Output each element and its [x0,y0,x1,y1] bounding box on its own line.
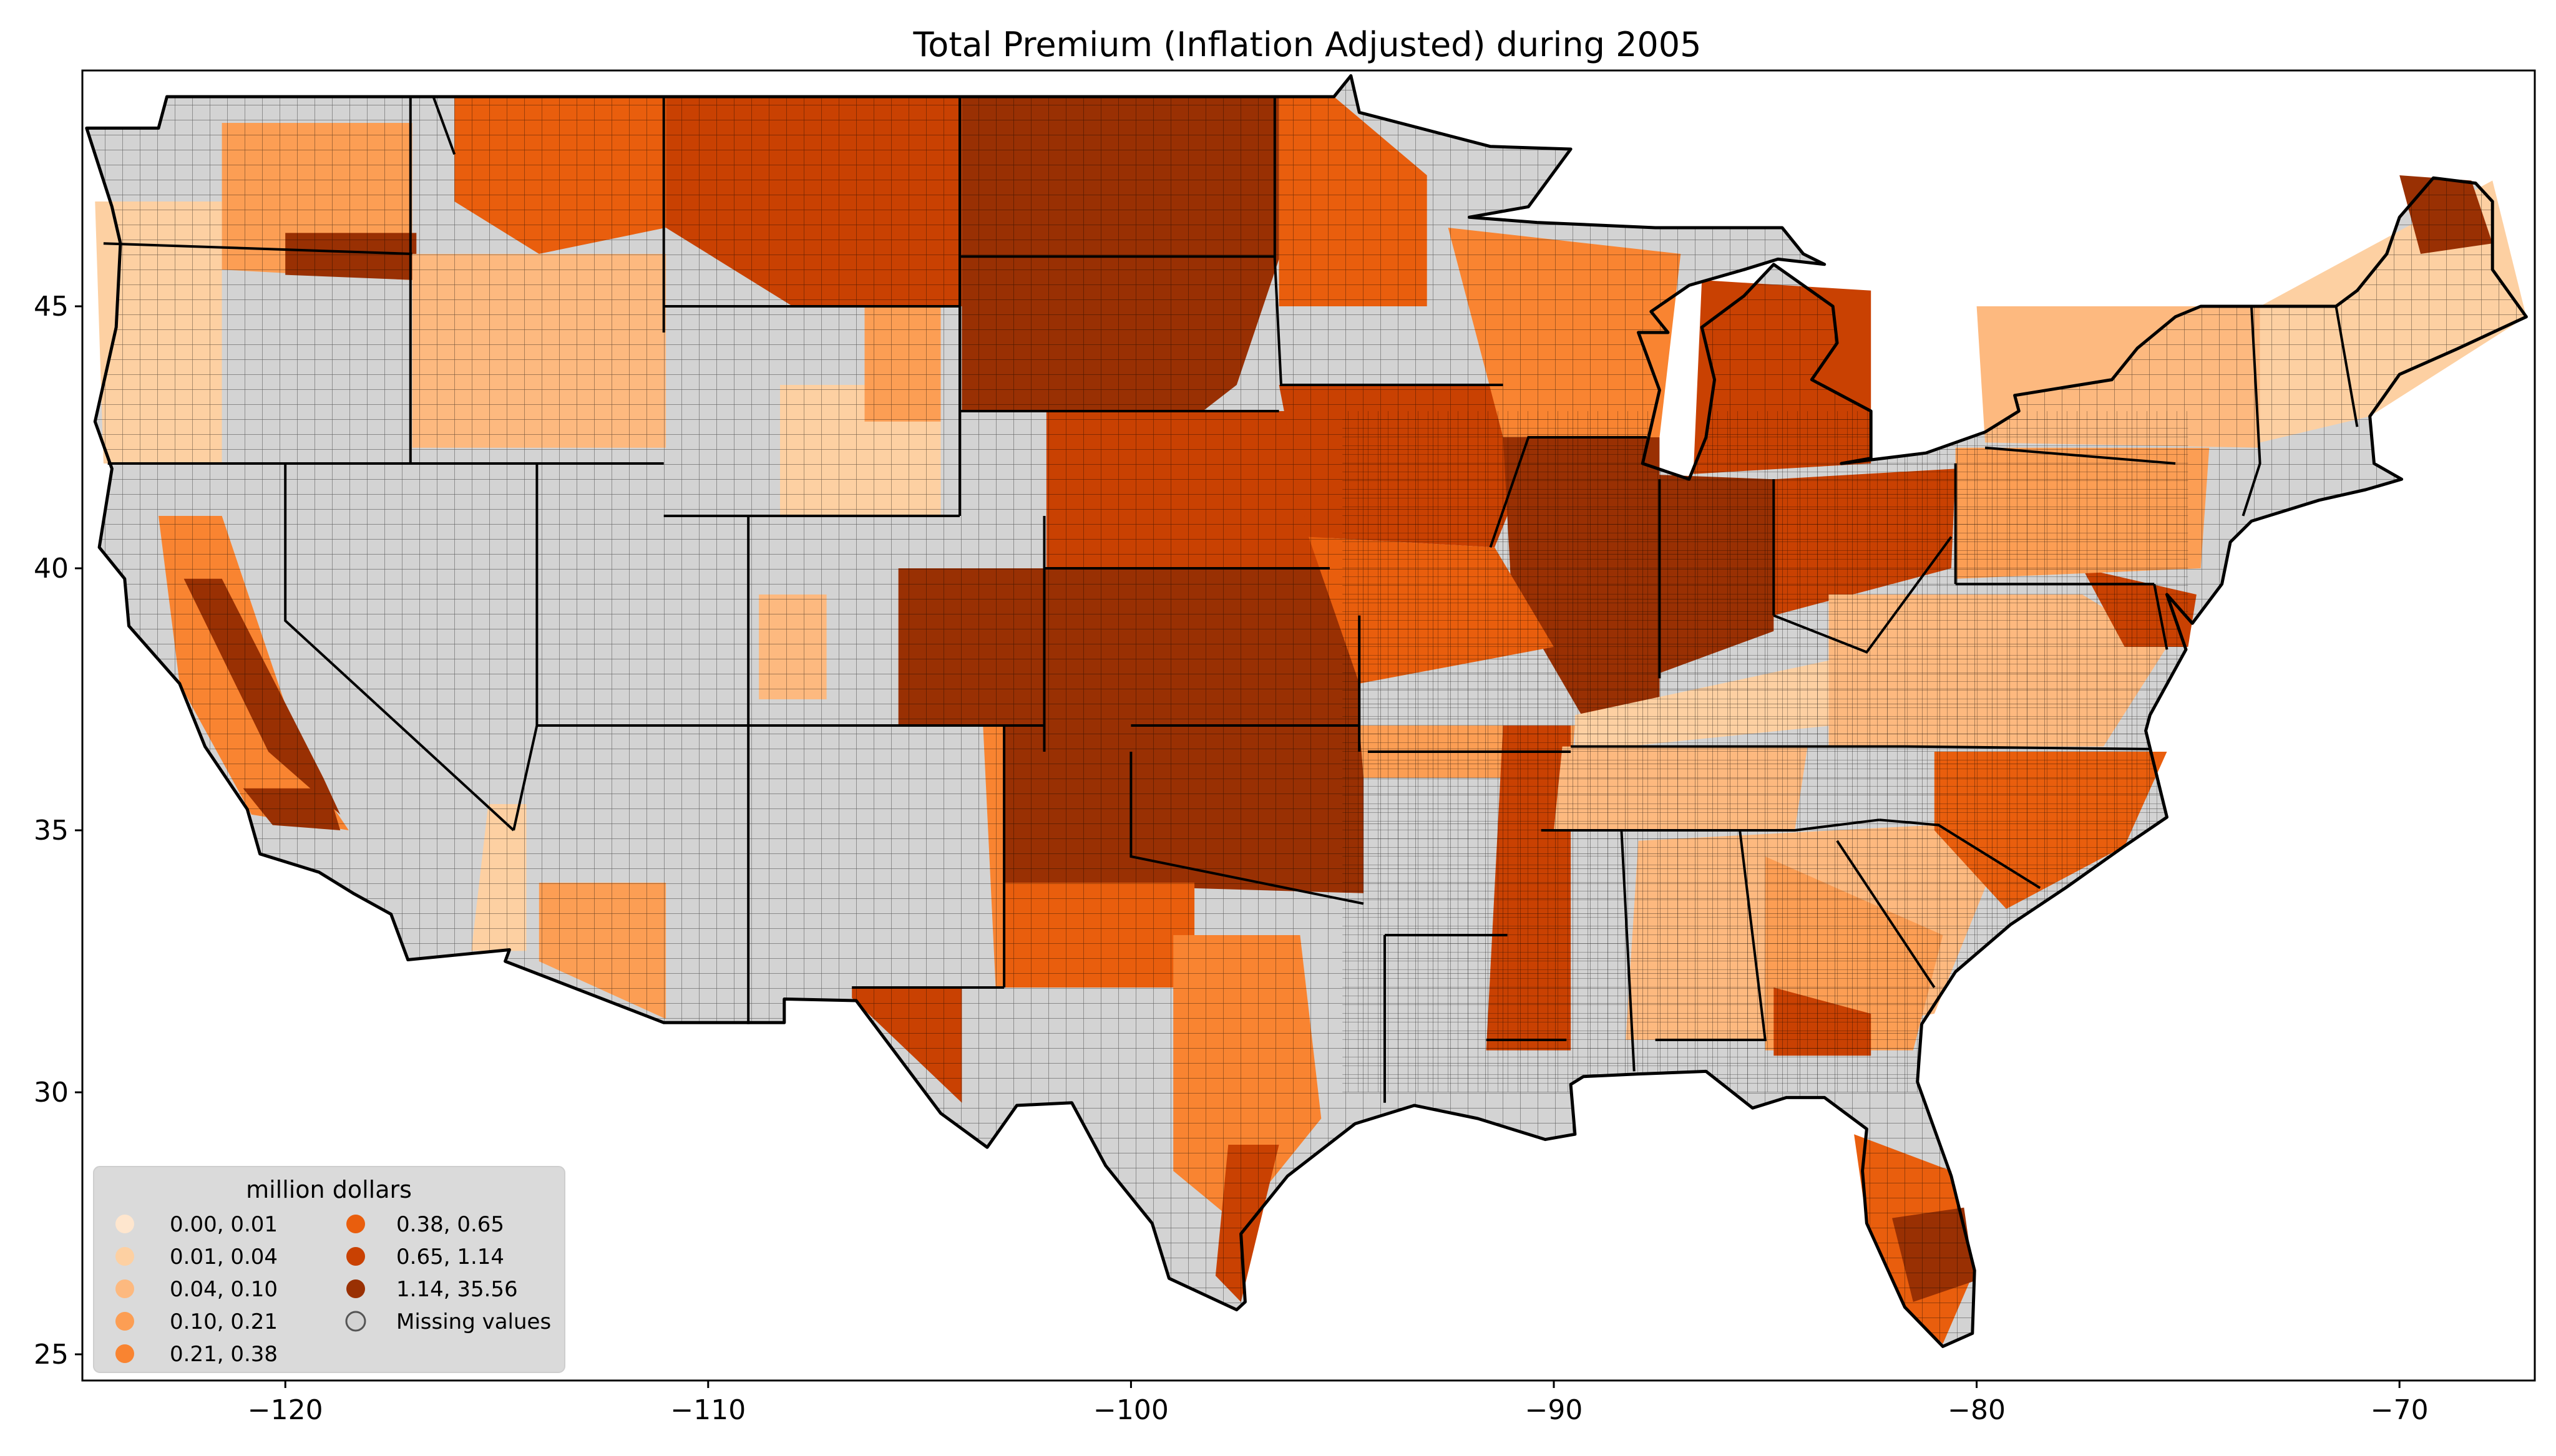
state-boundary [1655,830,1767,1041]
legend-title: million dollars [246,1176,412,1203]
y-axis: 45 40 35 30 25 [34,291,82,1371]
us-outline [85,74,2528,1348]
legend-label: 0.65, 1.14 [396,1245,504,1269]
legend-label: 0.00, 0.01 [170,1212,278,1237]
legend-box [93,1166,565,1373]
legend-swatch [346,1279,365,1298]
state-boundary [2241,306,2261,517]
y-tick-label: 45 [34,291,69,323]
state-boundary [1541,818,1880,832]
legend-label: 0.01, 0.04 [170,1245,278,1269]
state-boundary [1129,752,1364,905]
legend-label: 0.04, 0.10 [170,1277,278,1302]
y-tick-label: 35 [34,815,69,847]
legend-label: Missing values [396,1309,551,1334]
legend-swatch [115,1247,134,1266]
legend-swatch [115,1312,134,1331]
x-tick-label: −90 [1525,1394,1583,1426]
legend-swatch [346,1247,365,1266]
map-layer [85,74,2528,1348]
x-tick-label: −80 [1948,1394,2006,1426]
state-boundary [1273,97,1503,386]
legend-swatch [115,1344,134,1363]
y-tick-label: 40 [34,553,69,585]
legend-swatch [345,1311,366,1332]
state-boundary [103,242,412,255]
legend-label: 1.14, 35.56 [396,1277,518,1302]
state-boundary [1571,745,2150,750]
legend-label: 0.38, 0.65 [396,1212,504,1237]
y-tick-label: 30 [34,1077,69,1109]
state-boundary [1773,536,1953,654]
state-boundary [1620,830,1636,1072]
legend-label: 0.10, 0.21 [170,1309,278,1334]
state-boundary [1836,840,1936,989]
state-boundary [1489,436,1647,548]
state-boundary [2334,306,2359,427]
state-boundary [432,96,456,155]
x-axis: −120 −110 −100 −90 −80 −70 [248,1381,2429,1426]
legend-swatch [115,1215,134,1233]
legend-swatch [346,1215,365,1233]
state-boundary [284,463,515,832]
x-tick-label: −120 [248,1394,323,1426]
chart-title: Total Premium (Inflation Adjusted) durin… [913,25,1702,64]
legend-label: 0.21, 0.38 [170,1342,278,1367]
state-boundary [2153,583,2168,650]
state-boundary [1984,446,2176,465]
x-tick-label: −100 [1093,1394,1169,1426]
legend: million dollars 0.00, 0.01 0.01, 0.04 0.04… [93,1166,565,1373]
state-boundary [1879,818,2041,890]
x-tick-label: −70 [2371,1394,2429,1426]
y-tick-label: 25 [34,1339,69,1371]
legend-swatch [115,1279,134,1298]
x-tick-label: −110 [670,1394,746,1426]
